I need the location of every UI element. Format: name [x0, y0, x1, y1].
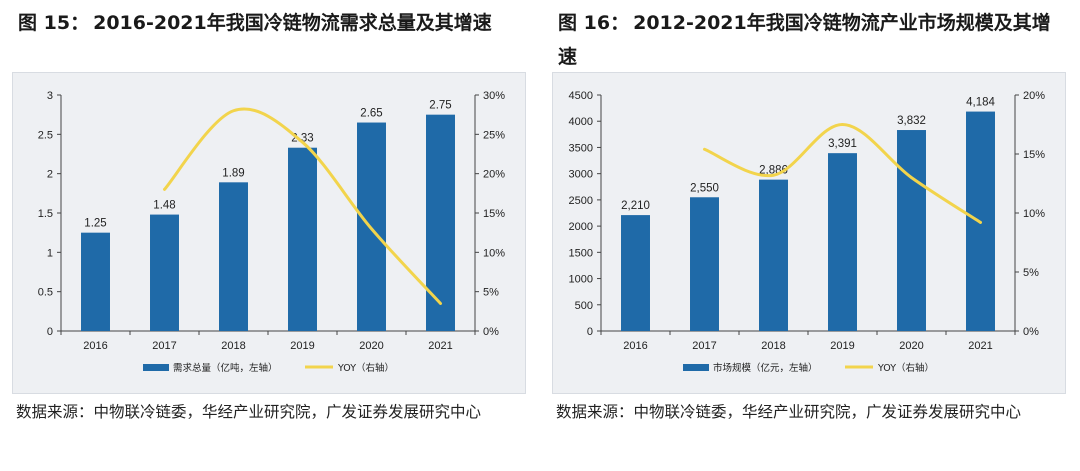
bar-value-label: 2.75	[429, 100, 451, 112]
right-axis-tick-label: 15%	[1023, 149, 1045, 161]
source-label: 数据来源：	[556, 403, 634, 421]
legend-line-label: YOY（右轴）	[337, 362, 394, 374]
chart-area: 0 500 1000 1500 2000 2500 3000 3500 4000 4500 0% 5%…	[552, 72, 1066, 394]
yoy-line	[163, 107, 442, 305]
right-axis-tick-label: 20%	[483, 169, 505, 181]
bar-value-label: 2.65	[360, 108, 382, 120]
bar	[219, 182, 248, 331]
source-note: 数据来源：中物联冷链委，华经产业研究院，广发证券发展研究中心	[556, 395, 1061, 429]
bar-value-label: 4,184	[966, 97, 995, 109]
x-axis-tick-label: 2021	[428, 340, 452, 352]
left-axis-tick-label: 0	[587, 326, 593, 338]
legend-bar-label: 市场规模（亿元，左轴）	[713, 362, 818, 374]
chart-panel-left: 图 15： 2016-2021年我国冷链物流需求总量及其增速 0 0.5 1 1.5 2 2…	[0, 0, 530, 471]
right-axis-tick-label: 25%	[483, 129, 505, 141]
left-axis-tick-label: 1000	[569, 274, 593, 286]
x-axis-tick-label: 2017	[692, 340, 716, 352]
market-size-chart: 0 500 1000 1500 2000 2500 3000 3500 4000 4500 0% 5%…	[569, 90, 1046, 374]
bar	[150, 214, 179, 331]
left-axis-tick-label: 3	[47, 90, 53, 102]
right-axis-tick-label: 10%	[1023, 208, 1045, 220]
bar	[81, 232, 110, 331]
legend-line-label: YOY（右轴）	[877, 362, 934, 374]
bar-value-label: 2,210	[621, 200, 650, 212]
figure-label: 图	[18, 12, 38, 34]
right-axis-tick-label: 5%	[1023, 267, 1039, 279]
right-axis-tick-label: 30%	[483, 90, 505, 102]
bar	[897, 130, 926, 331]
source-text: 中物联冷链委，华经产业研究院，广发证券发展研究中心	[93, 403, 482, 421]
figure-title-text: 2012-2021年我国冷链物流产业市场规模及其增速	[558, 12, 1051, 68]
left-axis-tick-label: 4000	[569, 116, 593, 128]
left-axis-tick-label: 2500	[569, 195, 593, 207]
left-axis-tick-label: 500	[575, 300, 593, 312]
right-axis-tick-label: 0%	[1023, 326, 1039, 338]
yoy-line	[703, 122, 982, 224]
x-axis-tick-label: 2021	[968, 340, 992, 352]
bar-value-label: 3,391	[828, 138, 857, 150]
right-axis-tick-label: 0%	[483, 326, 499, 338]
legend-bar-label: 需求总量（亿吨，左轴）	[173, 362, 278, 374]
left-axis-tick-label: 4500	[569, 90, 593, 102]
left-axis-tick-label: 2	[47, 169, 53, 181]
x-axis-tick-label: 2020	[359, 340, 383, 352]
bar-value-label: 2,550	[690, 182, 719, 194]
x-axis-tick-label: 2019	[290, 340, 314, 352]
chart-area: 0 0.5 1 1.5 2 2.5 3 0% 5% 10% 15% 20% 25% 30% 2016 2017…	[12, 72, 526, 394]
demand-chart: 00.511.522.530%5%10%15%20%25%30%2016 2017…	[38, 90, 506, 374]
x-axis-tick-label: 2016	[83, 340, 107, 352]
figure-title: 图 15： 2016-2021年我国冷链物流需求总量及其增速	[18, 6, 523, 40]
bar	[759, 179, 788, 331]
bar	[690, 197, 719, 331]
x-axis-tick-label: 2019	[830, 340, 854, 352]
x-axis-tick-label: 2017	[152, 340, 176, 352]
x-axis-tick-label: 2018	[221, 340, 245, 352]
bar	[828, 153, 857, 331]
left-axis-tick-label: 0	[47, 326, 53, 338]
figure-title: 图 16： 2012-2021年我国冷链物流产业市场规模及其增速	[558, 6, 1063, 74]
source-label: 数据来源：	[16, 403, 94, 421]
bar-value-label: 1.25	[84, 218, 106, 230]
bar	[621, 215, 650, 331]
bar	[288, 147, 317, 331]
x-axis-tick-label: 2018	[761, 340, 785, 352]
bar	[426, 114, 455, 331]
bar-value-label: 1.89	[222, 167, 244, 179]
left-axis-tick-label: 3000	[569, 169, 593, 181]
figure-label: 图	[558, 12, 578, 34]
chart-panel-right: 图 16： 2012-2021年我国冷链物流产业市场规模及其增速 0 500 1000…	[540, 0, 1080, 471]
left-axis-tick-label: 2000	[569, 221, 593, 233]
right-axis-tick-label: 15%	[483, 208, 505, 220]
left-axis-tick-label: 1500	[569, 247, 593, 259]
right-axis-tick-label: 20%	[1023, 90, 1045, 102]
figure-title-text: 2016-2021年我国冷链物流需求总量及其增速	[93, 12, 492, 34]
x-axis-tick-label: 2020	[899, 340, 923, 352]
legend-bar-swatch	[143, 364, 169, 371]
left-axis-tick-label: 2.5	[38, 129, 53, 141]
source-text: 中物联冷链委，华经产业研究院，广发证券发展研究中心	[633, 403, 1022, 421]
bar-value-label: 1.48	[153, 200, 175, 212]
figure-number: 15：	[43, 12, 90, 34]
figure-number: 16：	[583, 12, 630, 34]
source-note: 数据来源：中物联冷链委，华经产业研究院，广发证券发展研究中心	[16, 395, 521, 429]
left-axis-tick-label: 3500	[569, 142, 593, 154]
right-axis-tick-label: 5%	[483, 287, 499, 299]
legend-bar-swatch	[683, 364, 709, 371]
x-axis-tick-label: 2016	[623, 340, 647, 352]
right-axis-tick-label: 10%	[483, 247, 505, 259]
bar-value-label: 3,832	[897, 115, 926, 127]
left-axis-tick-label: 1	[47, 247, 53, 259]
left-axis-tick-label: 0.5	[38, 287, 53, 299]
left-axis-tick-label: 1.5	[38, 208, 53, 220]
